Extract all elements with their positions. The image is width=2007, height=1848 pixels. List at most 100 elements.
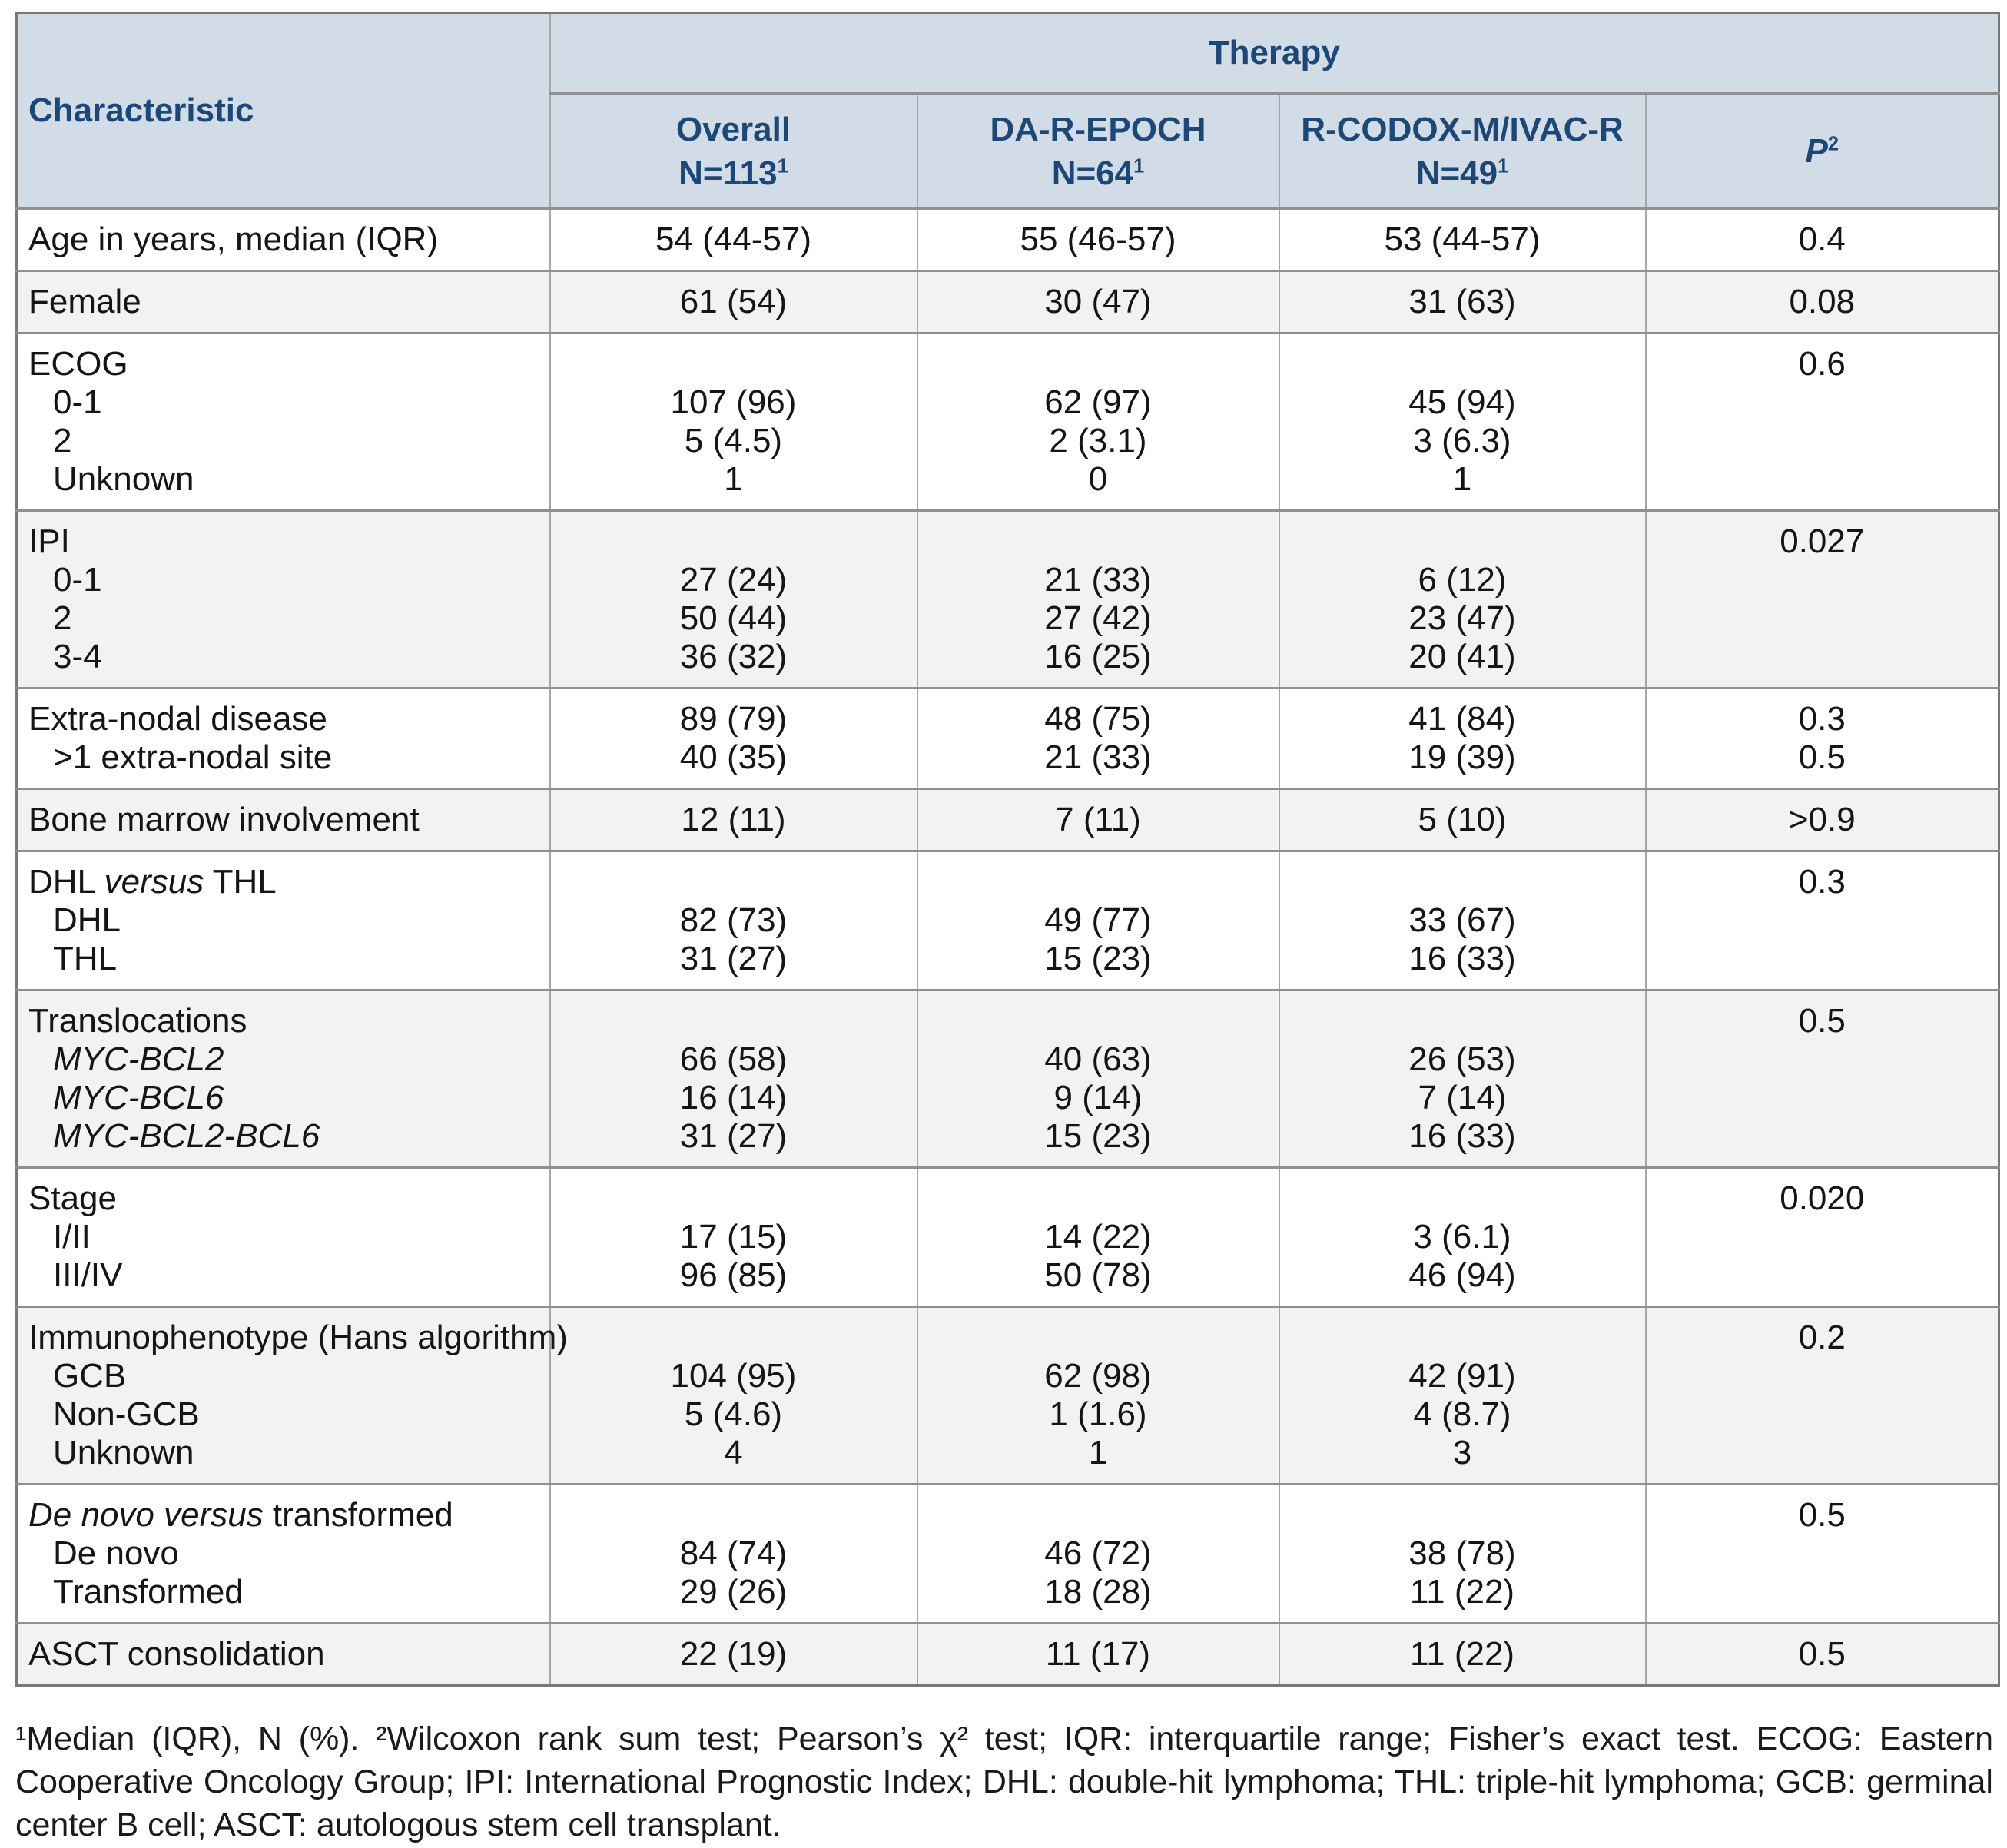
cell-line: 49 (77) [1044,901,1152,939]
cell-characteristic: IPI 0-1 2 3-4 [17,511,550,688]
cell-line: 23 (47) [1408,599,1516,637]
cell-line: 38 (78) [1408,1534,1516,1572]
cell-line [1647,383,1999,422]
characteristic-line: III/IV [53,1256,123,1294]
characteristic-line: 2 [53,422,72,460]
characteristic-line: Female [28,283,141,320]
characteristic-line: >1 extra-nodal site [53,738,333,776]
cell-line: 14 (22) [1044,1218,1152,1256]
cell-line: 61 (54) [679,283,788,320]
cell-da-r-epoch: 49 (77) 15 (23) [916,851,1279,990]
header-p-value: P2 [1644,93,1999,209]
table-row: Bone marrow involvement 12 (11) 7 (11) 5 (1… [16,788,1999,851]
cell-line: 45 (94) [1408,383,1516,421]
characteristic-line: De novo versus transformed [28,1496,453,1534]
cell-line [1280,523,1645,561]
cell-line: 7 (11) [1055,801,1141,838]
characteristic-line: DHL [53,901,121,939]
cell-line: 29 (26) [679,1573,788,1611]
cell-overall: 66 (58) 16 (14) 31 (27) [549,990,917,1168]
cell-line: 40 (63) [1044,1040,1152,1078]
cell-line: 4 (8.7) [1413,1395,1511,1433]
cell-line: 11 (22) [1409,1635,1515,1673]
cell-line: 21 (33) [1044,738,1152,776]
cell-r-codox-m-ivac-r: 53 (44-57) [1278,208,1646,271]
cell-line [918,523,1279,561]
cell-line: 6 (12) [1418,561,1507,599]
cell-da-r-epoch: 40 (63) 9 (14) 15 (23) [916,990,1279,1168]
cell-line: 0.4 [1798,221,1846,258]
cell-line [1647,1040,1999,1079]
characteristic-line: Extra-nodal disease [28,700,327,738]
cell-r-codox-m-ivac-r: 33 (67) 16 (33) [1278,851,1646,990]
characteristic-line: MYC-BCL2 [53,1040,224,1078]
cell-r-codox-m-ivac-r: 26 (53) 7 (14) 16 (33) [1278,990,1646,1168]
cell-line: 41 (84) [1408,700,1516,738]
cell-line [1647,901,1999,940]
characteristic-line: MYC-BCL2-BCL6 [53,1117,320,1155]
cell-p: 0.08 [1644,270,1999,333]
cell-overall: 104 (95) 5 (4.6) 4 [549,1306,917,1485]
cell-line: 5 (4.6) [684,1395,783,1433]
cell-p: 0.2 [1644,1306,1999,1485]
characteristic-line: ASCT consolidation [28,1635,325,1673]
cell-p: 0.5 [1644,990,1999,1168]
cell-p: 0.3 [1644,851,1999,990]
characteristic-line: De novo [53,1534,179,1572]
footnote-marker: 1 [1133,154,1145,177]
cell-r-codox-m-ivac-r: 11 (22) [1278,1623,1646,1686]
cell-line [1647,1434,1999,1472]
characteristic-line: THL [53,940,118,977]
cell-line: 0.5 [1798,1635,1846,1673]
cell-line [551,863,917,901]
characteristic-line: Non-GCB [53,1395,200,1433]
table-row: Female 61 (54) 30 (47) 31 (63) 0.08 [16,270,1999,333]
cell-line: 36 (32) [679,638,788,675]
cell-p: 0.5 [1644,1623,1999,1686]
cell-line: 12 (11) [681,801,786,838]
header-r-codox-m-ivac-r: R-CODOX-M/IVAC-R N=491 [1278,93,1646,209]
cell-line: 11 (22) [1409,1573,1515,1611]
cell-characteristic: ASCT consolidation [17,1624,550,1686]
cell-overall: 27 (24) 50 (44) 36 (32) [549,510,917,688]
cell-p: 0.027 [1644,510,1999,688]
cell-da-r-epoch: 46 (72) 18 (28) [916,1484,1279,1624]
cell-da-r-epoch: 62 (98) 1 (1.6) 1 [916,1306,1279,1485]
cell-line: 62 (98) [1044,1357,1152,1395]
cell-line: 46 (72) [1044,1534,1152,1572]
cell-line: 104 (95) [670,1357,797,1395]
cell-characteristic: Extra-nodal disease >1 extra-nodal site [17,688,550,789]
table-row: Translocations MYC-BCL2 MYC-BCL6 MYC-BCL2-B… [16,990,1999,1168]
cell-overall: 82 (73) 31 (27) [549,851,917,990]
column-title: R-CODOX-M/IVAC-R [1301,110,1624,148]
characteristic-line: Immunophenotype (Hans algorithm) [28,1319,568,1356]
table-row: ECOG 0-1 2 Unknown 107 (96) 5 (4.5) 1 62 (97)… [16,333,1999,511]
characteristic-line: IPI [28,523,70,560]
cell-line: 27 (42) [1044,599,1152,637]
cell-line: 18 (28) [1044,1573,1152,1611]
cell-line [918,1319,1279,1357]
cell-line: 66 (58) [679,1040,788,1078]
cell-overall: 89 (79) 40 (35) [549,688,917,789]
column-n: N=491 [1415,154,1509,192]
cell-line: 0.020 [1780,1179,1865,1217]
cell-line: 0.6 [1798,345,1846,383]
characteristics-table: Characteristic Therapy Overall N=1131 DA… [15,12,2001,1687]
header-characteristic: Characteristic [16,12,550,209]
cell-line: 40 (35) [679,738,788,776]
header-da-r-epoch: DA-R-EPOCH N=641 [916,93,1279,209]
cell-line: 0.08 [1789,283,1856,320]
cell-r-codox-m-ivac-r: 6 (12) 23 (47) 20 (41) [1278,510,1646,688]
cell-line: 3 [1452,1434,1472,1471]
table-row: De novo versus transformed De novo Transfo… [16,1484,1999,1624]
cell-line: 31 (63) [1408,283,1516,320]
cell-line [551,1319,917,1357]
cell-line [1647,1534,1999,1573]
cell-r-codox-m-ivac-r: 42 (91) 4 (8.7) 3 [1278,1306,1646,1485]
cell-overall: 17 (15) 96 (85) [549,1167,917,1307]
cell-line: 5 (4.5) [684,422,783,460]
cell-line [1280,1496,1645,1534]
footnote: ¹Median (IQR), N (%). ²Wilcoxon rank sum… [15,1720,1993,1843]
cell-line: 16 (25) [1044,638,1152,675]
cell-r-codox-m-ivac-r: 45 (94) 3 (6.3) 1 [1278,333,1646,511]
